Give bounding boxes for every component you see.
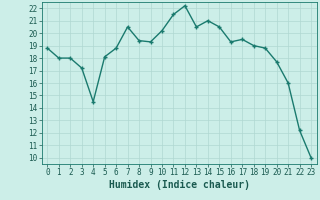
X-axis label: Humidex (Indice chaleur): Humidex (Indice chaleur) [109, 180, 250, 190]
